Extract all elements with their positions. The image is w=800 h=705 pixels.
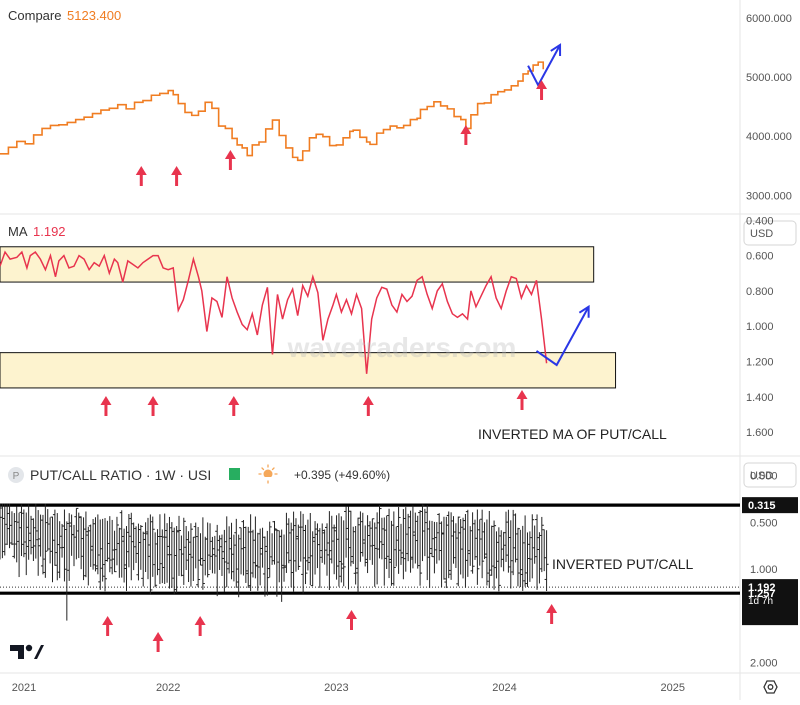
price-projection-arrow bbox=[527, 43, 562, 88]
price-legend-label: Compare bbox=[8, 8, 61, 23]
ma-tick-label: 1.200 bbox=[746, 356, 774, 368]
putcall-currency-box[interactable] bbox=[743, 462, 797, 488]
price-badge-upper-text: 0.315 bbox=[748, 500, 776, 512]
ma-currency-label: USD bbox=[750, 228, 773, 240]
putcall-legend-change: +0.395 (+49.60%) bbox=[294, 468, 390, 482]
tradingview-logo[interactable] bbox=[10, 644, 44, 659]
putcall-up-arrow bbox=[546, 604, 558, 624]
price-tick-label: 5000.000 bbox=[746, 72, 792, 84]
ma-tick-label: 1.400 bbox=[746, 392, 774, 404]
putcall-legend-label[interactable]: PUT/CALL RATIO · 1W · USI bbox=[30, 467, 211, 483]
time-axis-label: 2025 bbox=[660, 682, 684, 694]
price-up-arrow bbox=[171, 166, 183, 186]
ma-legend-label: MA bbox=[8, 224, 28, 239]
price-up-arrow bbox=[460, 125, 472, 145]
price-up-arrow bbox=[224, 150, 236, 170]
support-zone bbox=[0, 352, 617, 389]
putcall-annotation: INVERTED PUT/CALL bbox=[552, 556, 694, 572]
time-axis-label: 2022 bbox=[156, 682, 180, 694]
putcall-up-arrow bbox=[102, 616, 114, 636]
ma-up-arrow bbox=[147, 396, 159, 416]
ma-up-arrow bbox=[228, 396, 240, 416]
ma-currency-box[interactable] bbox=[743, 220, 797, 246]
price-badge-last[interactable] bbox=[742, 579, 798, 626]
price-badge-upper[interactable] bbox=[742, 497, 798, 514]
price-tick-label: 4000.000 bbox=[746, 131, 792, 143]
ma-projection-arrow bbox=[535, 304, 590, 367]
ma-tick-label: 1.000 bbox=[746, 321, 774, 333]
time-axis-label: 2024 bbox=[492, 682, 516, 694]
ma-tick-label: 0.600 bbox=[746, 251, 774, 263]
ma-annotation: INVERTED MA OF PUT/CALL bbox=[478, 426, 667, 442]
ma-up-arrow bbox=[100, 396, 112, 416]
price-badge-countdown-text: 1d 7h bbox=[748, 596, 773, 607]
ma-up-arrow bbox=[362, 396, 374, 416]
ma-line[interactable] bbox=[0, 250, 548, 374]
symbol-logo-letter: P bbox=[13, 471, 20, 482]
green-flag-icon[interactable] bbox=[229, 468, 240, 480]
putcall-tick-label: 1.000 bbox=[750, 564, 778, 576]
putcall-currency-label: USD bbox=[750, 470, 773, 482]
price-tick-label: 3000.000 bbox=[746, 190, 792, 202]
ma-up-arrow bbox=[516, 390, 528, 410]
putcall-tick-label: 2.000 bbox=[750, 658, 778, 670]
watermark: wavetraders.com bbox=[287, 332, 517, 363]
price-up-arrow bbox=[135, 166, 147, 186]
price-tick-label: 6000.000 bbox=[746, 13, 792, 25]
price-badge-lower-text: 1.257 bbox=[748, 588, 776, 600]
sun-icon[interactable] bbox=[258, 464, 278, 484]
time-axis-label: 2023 bbox=[324, 682, 348, 694]
ma-legend-value: 1.192 bbox=[33, 224, 66, 239]
price-badge-last-text: 1.192 bbox=[748, 582, 776, 594]
symbol-logo-circle bbox=[8, 467, 24, 483]
price-line[interactable] bbox=[0, 61, 545, 162]
support-zone bbox=[0, 246, 595, 283]
ma-tick-label: 0.800 bbox=[746, 286, 774, 298]
putcall-tick-label: 0.000 bbox=[750, 471, 778, 483]
putcall-tick-label: 0.500 bbox=[750, 517, 778, 529]
ma-tick-label: 0.400 bbox=[746, 215, 774, 227]
price-up-arrow bbox=[536, 80, 548, 100]
putcall-up-arrow bbox=[346, 610, 357, 630]
putcall-up-arrow bbox=[152, 632, 164, 652]
ma-tick-label: 1.600 bbox=[746, 427, 774, 439]
putcall-up-arrow bbox=[194, 616, 206, 636]
settings-gear-icon[interactable] bbox=[763, 680, 778, 694]
time-axis-label: 2021 bbox=[12, 682, 36, 694]
price-legend-value: 5123.400 bbox=[67, 8, 121, 23]
